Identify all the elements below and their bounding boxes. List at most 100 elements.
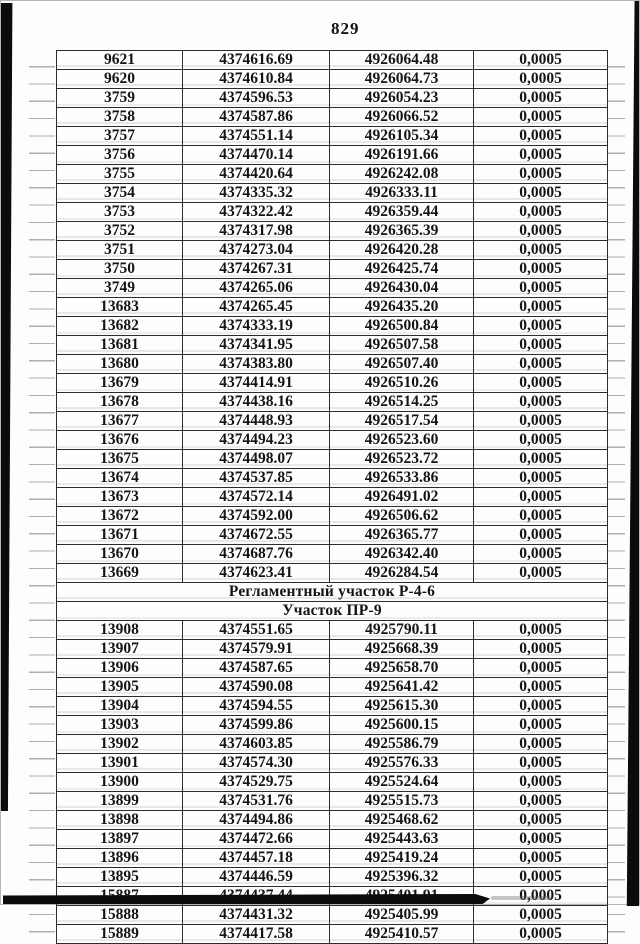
point-id-cell: 3756 [56, 145, 183, 165]
coordinate-y-cell: 4925790.11 [329, 620, 474, 640]
table-row: 13669 4374623.41 4926284.54 0,0005 [56, 563, 608, 583]
tolerance-cell: 0,0005 [473, 525, 608, 545]
coordinate-x-cell: 4374610.84 [182, 69, 330, 89]
table-row: 13672 4374592.00 4926506.62 0,0005 [56, 506, 608, 526]
coordinate-y-cell: 4926491.02 [329, 487, 474, 507]
point-id-cell: 13682 [56, 316, 183, 336]
point-id-cell: 13895 [56, 867, 183, 887]
table-row: 13904 4374594.55 4925615.30 0,0005 [56, 696, 608, 716]
table-row: 13899 4374531.76 4925515.73 0,0005 [56, 791, 608, 811]
point-id-cell: 13680 [56, 354, 183, 374]
point-id-cell: 13898 [56, 810, 183, 830]
point-id-cell: 13671 [56, 525, 183, 545]
point-id-cell: 9620 [56, 69, 183, 89]
coordinate-y-cell: 4925668.39 [329, 639, 474, 659]
table-row: 13676 4374494.23 4926523.60 0,0005 [56, 430, 608, 450]
table-row: 9621 4374616.69 4926064.48 0,0005 [56, 50, 608, 70]
coordinate-x-cell: 4374438.16 [182, 392, 330, 412]
table-row: 3753 4374322.42 4926359.44 0,0005 [56, 202, 608, 222]
table-row: 3755 4374420.64 4926242.08 0,0005 [56, 164, 608, 184]
tolerance-cell: 0,0005 [473, 620, 608, 640]
coordinate-y-cell: 4925600.15 [329, 715, 474, 735]
coordinate-y-cell: 4926533.86 [329, 468, 474, 488]
point-id-cell: 13669 [56, 563, 183, 583]
tolerance-cell: 0,0005 [473, 411, 608, 431]
coordinate-y-cell: 4926191.66 [329, 145, 474, 165]
coordinate-x-cell: 4374431.32 [182, 905, 330, 925]
coordinate-y-cell: 4926242.08 [329, 164, 474, 184]
table-row: 13682 4374333.19 4926500.84 0,0005 [56, 316, 608, 336]
coordinate-y-cell: 4925586.79 [329, 734, 474, 754]
coordinate-x-cell: 4374417.58 [182, 924, 330, 944]
section-header: Регламентный участок Р-4-6 [56, 582, 608, 602]
tolerance-cell: 0,0005 [473, 183, 608, 203]
coordinate-x-cell: 4374333.19 [182, 316, 330, 336]
tolerance-cell: 0,0005 [473, 639, 608, 659]
coordinate-x-cell: 4374579.91 [182, 639, 330, 659]
coordinate-y-cell: 4926517.54 [329, 411, 474, 431]
table-row: 15889 4374417.58 4925410.57 0,0005 [56, 924, 608, 944]
coordinate-x-cell: 4374551.14 [182, 126, 330, 146]
tolerance-cell: 0,0005 [473, 829, 608, 849]
point-id-cell: 13676 [56, 430, 183, 450]
point-id-cell: 3753 [56, 202, 183, 222]
point-id-cell: 13903 [56, 715, 183, 735]
coordinate-x-cell: 4374594.55 [182, 696, 330, 716]
point-id-cell: 9621 [56, 50, 183, 70]
point-id-cell: 13900 [56, 772, 183, 792]
point-id-cell: 15888 [56, 905, 183, 925]
table-row: 13905 4374590.08 4925641.42 0,0005 [56, 677, 608, 697]
point-id-cell: 13672 [56, 506, 183, 526]
point-id-cell: 13673 [56, 487, 183, 507]
coordinate-x-cell: 4374335.32 [182, 183, 330, 203]
coordinate-x-cell: 4374529.75 [182, 772, 330, 792]
coordinate-x-cell: 4374498.07 [182, 449, 330, 469]
scan-artifact-right-ghost-lines [608, 50, 625, 944]
coordinate-y-cell: 4925405.99 [329, 905, 474, 925]
table-row: 3752 4374317.98 4926365.39 0,0005 [56, 221, 608, 241]
coordinate-y-cell: 4926365.77 [329, 525, 474, 545]
point-id-cell: 3754 [56, 183, 183, 203]
point-id-cell: 13678 [56, 392, 183, 412]
coordinate-x-cell: 4374317.98 [182, 221, 330, 241]
point-id-cell: 3750 [56, 259, 183, 279]
tolerance-cell: 0,0005 [473, 392, 608, 412]
coordinate-x-cell: 4374322.42 [182, 202, 330, 222]
coordinate-y-cell: 4925443.63 [329, 829, 474, 849]
tolerance-cell: 0,0005 [473, 259, 608, 279]
point-id-cell: 13681 [56, 335, 183, 355]
scan-artifact-bottom-bar [3, 894, 490, 904]
coordinates-table-wrap: 9621 4374616.69 4926064.48 0,0005 9620 437461… [29, 50, 625, 944]
coordinate-y-cell: 4925524.64 [329, 772, 474, 792]
coordinate-x-cell: 4374494.23 [182, 430, 330, 450]
section-row: Регламентный участок Р-4-6 [56, 582, 608, 602]
tolerance-cell: 0,0005 [473, 791, 608, 811]
table-row: 13903 4374599.86 4925600.15 0,0005 [56, 715, 608, 735]
point-id-cell: 3749 [56, 278, 183, 298]
point-id-cell: 13683 [56, 297, 183, 317]
point-id-cell: 3751 [56, 240, 183, 260]
coordinate-x-cell: 4374265.06 [182, 278, 330, 298]
coordinate-y-cell: 4926514.25 [329, 392, 474, 412]
tolerance-cell: 0,0005 [473, 487, 608, 507]
coordinate-y-cell: 4926359.44 [329, 202, 474, 222]
table-row: 13908 4374551.65 4925790.11 0,0005 [56, 620, 608, 640]
tolerance-cell: 0,0005 [473, 145, 608, 165]
coordinate-y-cell: 4926425.74 [329, 259, 474, 279]
table-row: 13906 4374587.65 4925658.70 0,0005 [56, 658, 608, 678]
coordinate-x-cell: 4374590.08 [182, 677, 330, 697]
tolerance-cell: 0,0005 [473, 240, 608, 260]
point-id-cell: 13906 [56, 658, 183, 678]
tolerance-cell: 0,0005 [473, 449, 608, 469]
point-id-cell: 13897 [56, 829, 183, 849]
coordinate-x-cell: 4374472.66 [182, 829, 330, 849]
table-body: 9621 4374616.69 4926064.48 0,0005 9620 437461… [56, 50, 608, 944]
coordinate-y-cell: 4925515.73 [329, 791, 474, 811]
tolerance-cell: 0,0005 [473, 848, 608, 868]
coordinate-y-cell: 4926523.72 [329, 449, 474, 469]
point-id-cell: 13670 [56, 544, 183, 564]
point-id-cell: 3757 [56, 126, 183, 146]
coordinate-x-cell: 4374596.53 [182, 88, 330, 108]
coordinate-y-cell: 4926507.58 [329, 335, 474, 355]
table-row: 13678 4374438.16 4926514.25 0,0005 [56, 392, 608, 412]
